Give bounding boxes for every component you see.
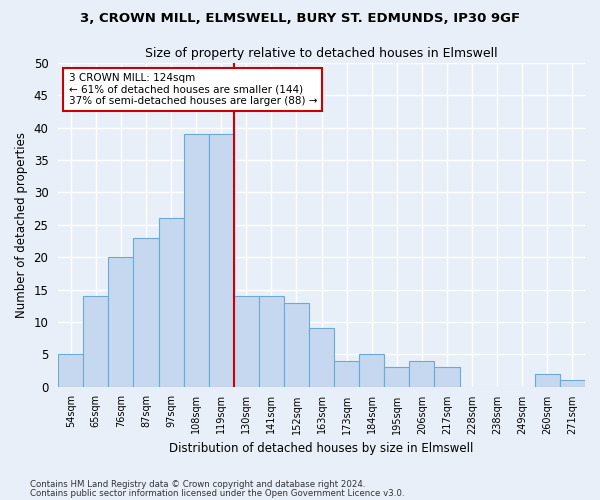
Text: 3, CROWN MILL, ELMSWELL, BURY ST. EDMUNDS, IP30 9GF: 3, CROWN MILL, ELMSWELL, BURY ST. EDMUND… bbox=[80, 12, 520, 26]
Bar bbox=[109, 257, 133, 386]
Title: Size of property relative to detached houses in Elmswell: Size of property relative to detached ho… bbox=[145, 48, 498, 60]
Bar bbox=[334, 361, 359, 386]
Bar bbox=[259, 296, 284, 386]
Y-axis label: Number of detached properties: Number of detached properties bbox=[15, 132, 28, 318]
Bar bbox=[58, 354, 83, 386]
Text: 3 CROWN MILL: 124sqm
← 61% of detached houses are smaller (144)
37% of semi-deta: 3 CROWN MILL: 124sqm ← 61% of detached h… bbox=[68, 73, 317, 106]
Bar bbox=[234, 296, 259, 386]
Bar bbox=[133, 238, 158, 386]
Bar bbox=[560, 380, 585, 386]
Text: Contains HM Land Registry data © Crown copyright and database right 2024.: Contains HM Land Registry data © Crown c… bbox=[30, 480, 365, 489]
X-axis label: Distribution of detached houses by size in Elmswell: Distribution of detached houses by size … bbox=[169, 442, 474, 455]
Bar bbox=[209, 134, 234, 386]
Bar bbox=[409, 361, 434, 386]
Bar bbox=[184, 134, 209, 386]
Bar bbox=[83, 296, 109, 386]
Text: Contains public sector information licensed under the Open Government Licence v3: Contains public sector information licen… bbox=[30, 488, 404, 498]
Bar bbox=[384, 367, 409, 386]
Bar bbox=[158, 218, 184, 386]
Bar bbox=[284, 302, 309, 386]
Bar bbox=[359, 354, 384, 386]
Bar bbox=[434, 367, 460, 386]
Bar bbox=[309, 328, 334, 386]
Bar bbox=[535, 374, 560, 386]
